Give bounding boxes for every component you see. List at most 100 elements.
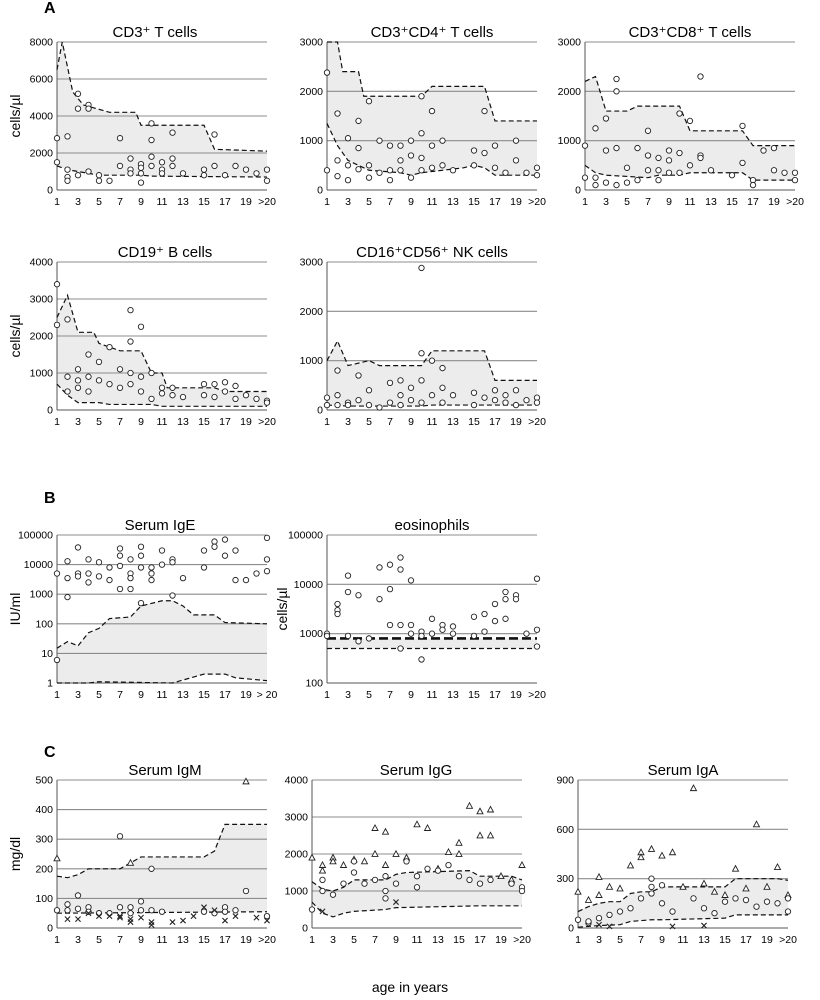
data-point-circle [753, 903, 760, 910]
data-point-circle [179, 393, 187, 401]
y-tick-label: 0 [575, 185, 581, 197]
data-point-triangle [308, 853, 316, 861]
data-point-circle [439, 162, 446, 169]
data-point-cross [253, 914, 260, 921]
data-point-circle [253, 570, 260, 577]
y-tick-label: 400 [35, 804, 53, 816]
data-point-circle [263, 568, 271, 575]
data-point-circle [533, 164, 541, 171]
data-point-circle [53, 656, 61, 664]
y-tick-label: 300 [35, 834, 53, 846]
data-point-circle [627, 905, 634, 912]
data-point-circle [169, 129, 176, 136]
y-tick-label: 4000 [285, 775, 309, 787]
y-tick-label: 3000 [300, 37, 324, 49]
data-point-circle [74, 377, 82, 384]
x-tick-label: 5 [96, 934, 102, 946]
data-point-circle [253, 170, 260, 177]
data-point-cross [669, 923, 676, 930]
data-point-circle [523, 396, 530, 404]
data-point-circle [53, 135, 61, 142]
x-tick-label: 15 [468, 416, 480, 428]
data-point-circle [355, 166, 362, 173]
data-point-circle [711, 910, 718, 917]
data-point-circle [407, 384, 415, 391]
data-point-circle [407, 152, 415, 159]
data-point-circle [334, 157, 341, 164]
data-point-circle [602, 179, 610, 186]
reference-lower-line [326, 404, 537, 407]
data-point-circle [148, 395, 155, 403]
data-point-cross [190, 913, 197, 920]
y-tick-label: 1000 [300, 355, 324, 367]
data-point-circle [386, 621, 394, 629]
data-point-circle [470, 401, 478, 409]
x-tick-label: >20 [528, 689, 546, 701]
data-point-circle [200, 166, 208, 173]
y-tick-label: 2000 [300, 306, 324, 318]
data-point-circle [386, 379, 394, 387]
data-point-circle [397, 401, 404, 409]
data-point-circle [445, 861, 452, 869]
data-point-circle [403, 858, 410, 865]
data-point-triangle [339, 860, 348, 868]
data-point-circle [85, 105, 92, 112]
data-point-circle [334, 173, 341, 180]
reference-upper-line [326, 339, 537, 381]
data-point-circle [428, 164, 436, 171]
data-point-circle [449, 392, 457, 399]
data-point-circle [137, 179, 145, 186]
data-point-circle [418, 167, 425, 174]
data-point-circle [763, 898, 771, 905]
data-point-circle [439, 364, 446, 372]
data-point-circle [424, 865, 431, 872]
reference-band [585, 76, 795, 181]
data-point-circle [137, 388, 145, 395]
data-point-circle [116, 904, 124, 911]
data-point-circle [365, 387, 373, 394]
data-point-circle [365, 401, 373, 409]
data-point-circle [533, 172, 541, 179]
y-tick-label: 3000 [30, 294, 54, 306]
data-point-circle [470, 147, 478, 154]
data-point-triangle [476, 807, 484, 815]
section-label-a: A [44, 0, 56, 17]
data-point-circle [137, 373, 145, 380]
y-tick-label: 1000 [300, 135, 324, 147]
y-tick-label: 0 [47, 923, 53, 935]
y-tick-label: 4000 [30, 111, 54, 123]
data-point-cross [96, 913, 102, 920]
data-point-circle [53, 159, 61, 166]
y-tick-label: 1000 [558, 135, 582, 147]
data-point-triangle [595, 890, 603, 898]
x-tick-label: >20 [779, 934, 797, 946]
data-point-triangle [329, 857, 337, 865]
x-tick-label: 1 [324, 416, 330, 428]
data-point-circle [418, 399, 425, 406]
data-point-circle [386, 142, 394, 149]
data-point-circle [263, 913, 271, 920]
x-tick-label: 5 [624, 196, 630, 208]
data-point-circle [533, 399, 541, 406]
data-point-circle [137, 599, 145, 607]
data-point-circle [428, 107, 436, 115]
y-tick-label: 0 [317, 405, 323, 417]
data-point-circle [428, 142, 436, 149]
x-tick-label: 1 [54, 934, 60, 946]
data-point-circle [386, 176, 394, 184]
y-tick-label: 300 [556, 873, 574, 885]
x-tick-label: 3 [75, 689, 81, 701]
data-point-cross [127, 919, 134, 926]
y-tick-label: 1000 [300, 628, 324, 640]
data-point-circle [518, 887, 526, 895]
data-point-circle [697, 73, 704, 80]
data-point-circle [148, 865, 155, 872]
data-point-triangle [689, 784, 698, 792]
data-point-cross [606, 923, 613, 930]
x-tick-label: >20 [786, 196, 804, 208]
x-tick-label: 17 [740, 934, 752, 946]
data-point-circle [428, 357, 436, 364]
reference-upper-line [577, 878, 789, 913]
